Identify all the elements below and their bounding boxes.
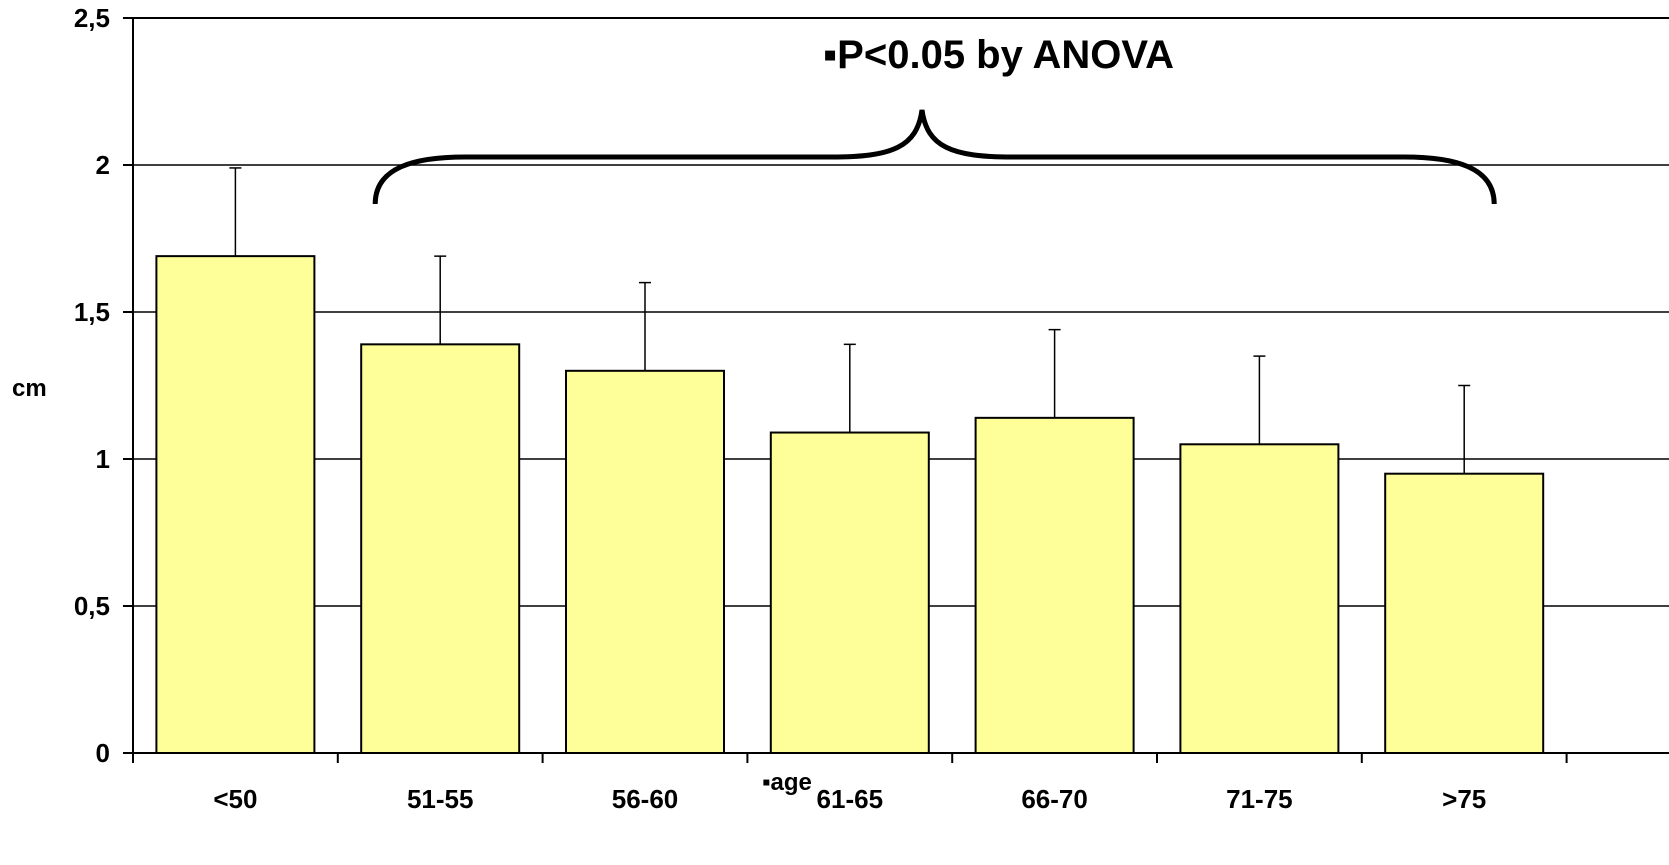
y-tick-labels: 0 0,5 1 1,5 2 2,5: [74, 3, 133, 768]
y-tick-label: 1,5: [74, 297, 110, 327]
significance-bracket: [372, 109, 1497, 205]
x-tick-label: <50: [213, 784, 257, 814]
x-tick-labels: <50 51-55 56-60 61-65 66-70 71-75 >75: [132, 753, 1568, 814]
y-tick-label: 0: [96, 738, 110, 768]
bars: [155, 255, 1545, 754]
significance-annotation: ▪P<0.05 by ANOVA: [823, 33, 1174, 77]
x-tick-label: 56-60: [612, 784, 679, 814]
bar: [155, 255, 316, 754]
bar: [1384, 472, 1545, 754]
x-tick-label: >75: [1442, 784, 1486, 814]
y-tick-label: 2: [96, 150, 110, 180]
x-tick-label: 51-55: [407, 784, 474, 814]
x-axis-label: ▪age: [762, 769, 812, 796]
y-axis-label: cm: [12, 375, 47, 402]
y-tick-label: 1: [96, 444, 110, 474]
y-tick-label: 0,5: [74, 591, 110, 621]
bar: [1179, 443, 1340, 754]
error-bars: [229, 167, 1471, 474]
bar: [974, 416, 1135, 754]
bar: [360, 343, 521, 754]
x-tick-label: 71-75: [1226, 784, 1293, 814]
y-tick-label: 2,5: [74, 3, 110, 33]
x-tick-label: 61-65: [817, 784, 884, 814]
bar: [565, 369, 725, 754]
x-tick-label: 66-70: [1021, 784, 1088, 814]
bar: [769, 431, 930, 754]
